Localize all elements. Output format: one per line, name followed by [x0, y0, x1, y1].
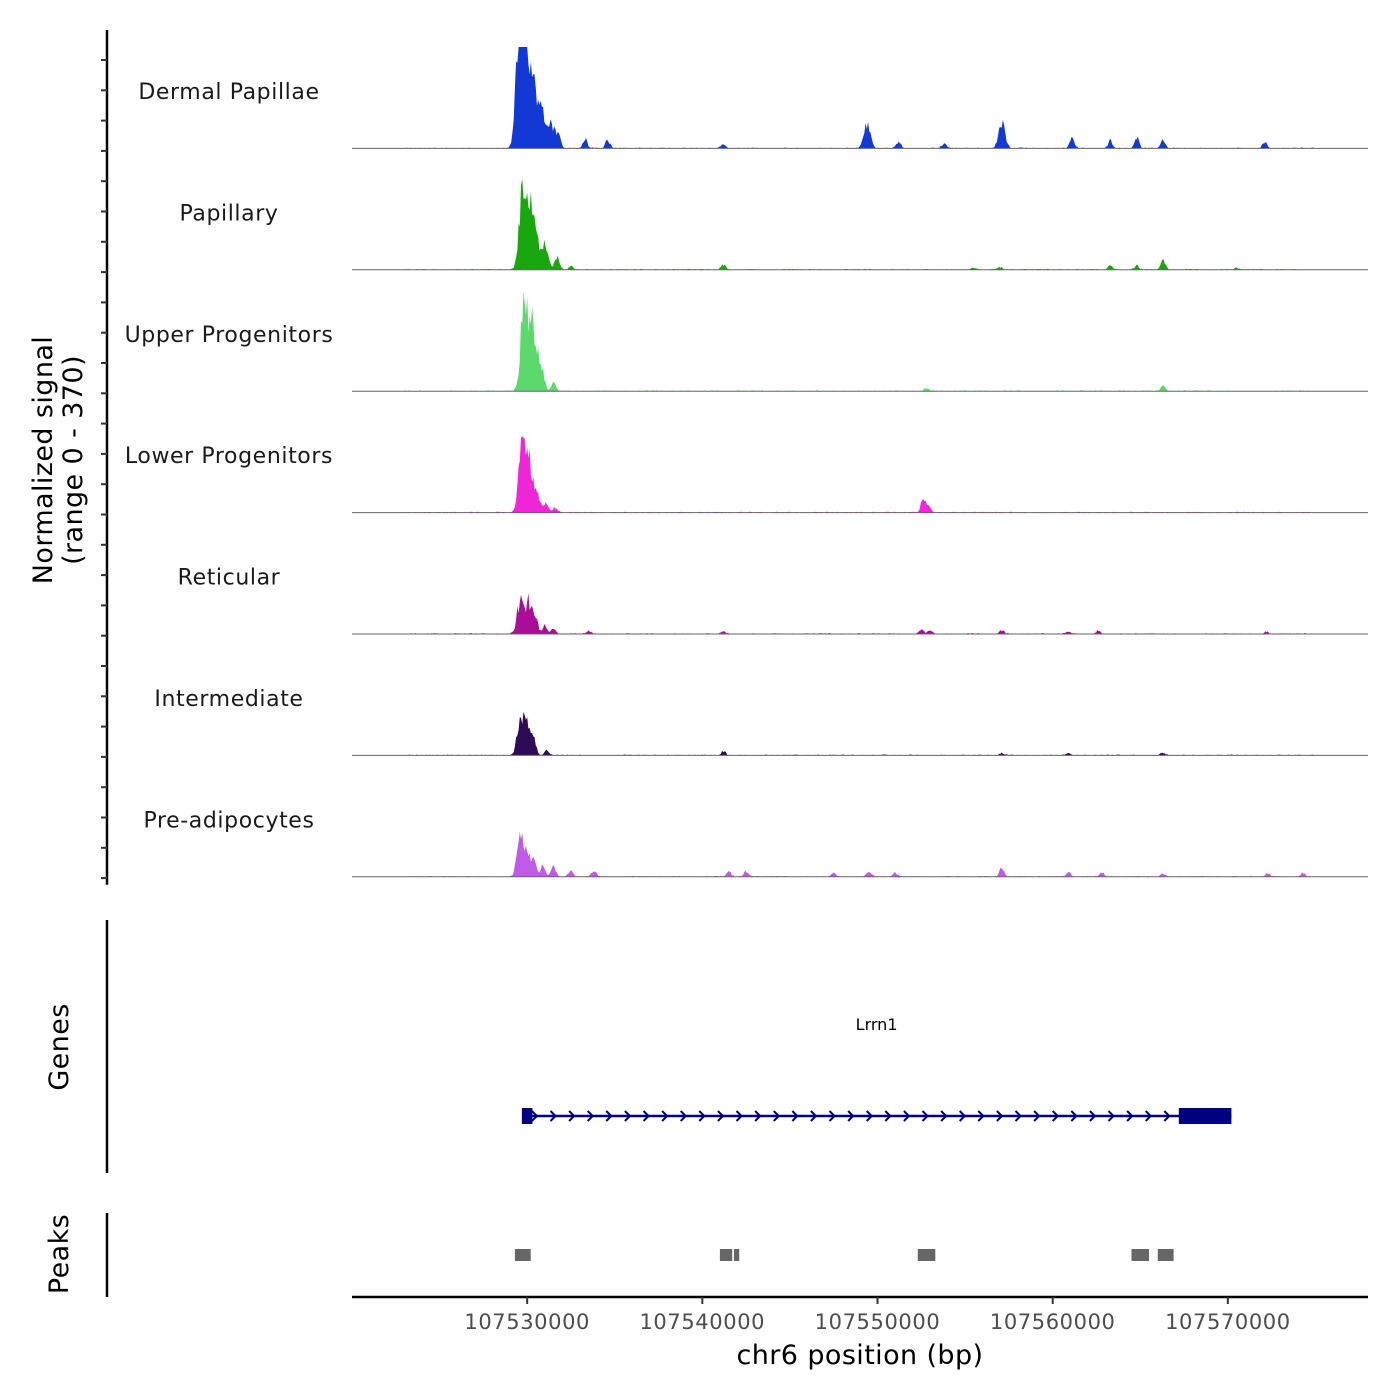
strand-arrow: [996, 1110, 1004, 1122]
track-label: Reticular: [178, 566, 281, 591]
track-label: Dermal Papillae: [138, 80, 319, 105]
strand-arrow: [1144, 1110, 1153, 1122]
strand-arrow: [1014, 1110, 1022, 1122]
strand-arrow: [1033, 1110, 1041, 1122]
track-pre-adipocytes: Pre-adipocytes: [143, 808, 1368, 878]
x-axis: 107530000 107540000 107550000 107560000 1075…: [352, 1295, 1368, 1371]
strand-arrow: [679, 1110, 688, 1122]
peaks-track: Peaks: [44, 1213, 1174, 1297]
strand-arrow: [1089, 1110, 1097, 1122]
genes-track-label: Genes: [44, 1003, 75, 1090]
signal-area: [404, 711, 1316, 756]
gene-exon: [521, 1108, 533, 1124]
signal-area: [404, 291, 1316, 392]
signal-area: [404, 436, 1316, 513]
y-axis-title: Normalized signal(range 0 - 370): [28, 336, 89, 584]
peak-region: [514, 1249, 531, 1261]
strand-arrow: [661, 1110, 669, 1122]
strand-arrow: [921, 1110, 929, 1122]
track-dermal-papillae: Dermal Papillae: [138, 47, 1368, 149]
peak-region: [1157, 1249, 1174, 1261]
strand-arrow: [940, 1110, 948, 1122]
strand-arrow: [865, 1110, 874, 1122]
strand-arrow: [605, 1110, 613, 1122]
track-intermediate: Intermediate: [154, 687, 1368, 756]
x-tick-label: 107530000: [464, 1310, 590, 1334]
x-axis-title: chr6 position (bp): [737, 1340, 984, 1371]
peak-region: [1131, 1249, 1149, 1261]
strand-arrow: [735, 1110, 743, 1122]
strand-arrow: [531, 1110, 539, 1122]
track-label: Lower Progenitors: [125, 444, 333, 469]
track-label: Intermediate: [154, 687, 303, 712]
strand-arrow: [977, 1110, 985, 1122]
track-lower-progenitors: Lower Progenitors: [125, 436, 1368, 514]
signal-area: [404, 831, 1316, 877]
track-papillary: Papillary: [179, 179, 1368, 271]
strand-arrow: [642, 1110, 650, 1122]
strand-arrow: [772, 1110, 781, 1122]
x-tick-label: 107540000: [639, 1310, 765, 1334]
signal-area: [404, 179, 1316, 270]
signal-area: [404, 593, 1316, 634]
strand-arrow: [549, 1110, 557, 1122]
x-tick-label: 107560000: [990, 1310, 1116, 1334]
track-upper-progenitors: Upper Progenitors: [125, 291, 1368, 392]
coverage-tracks: Dermal Papillae Papillary Upper Progenitor…: [125, 47, 1368, 878]
strand-arrow: [1070, 1110, 1078, 1122]
track-label: Pre-adipocytes: [143, 808, 314, 833]
track-label: Papillary: [179, 201, 278, 226]
peak-region: [719, 1249, 733, 1261]
x-tick-label: 107570000: [1165, 1310, 1291, 1334]
strand-arrow: [810, 1110, 818, 1122]
strand-arrow: [1163, 1110, 1171, 1122]
track-reticular: Reticular: [178, 566, 1368, 635]
strand-arrow: [717, 1110, 725, 1122]
strand-arrow: [791, 1110, 799, 1122]
peaks-track-label: Peaks: [44, 1214, 75, 1294]
gene-exon: [1178, 1108, 1232, 1124]
strand-arrow: [958, 1110, 967, 1122]
x-tick-label: 107550000: [815, 1310, 941, 1334]
strand-arrow: [1126, 1110, 1134, 1122]
y-axis-title-range: (range 0 - 370): [58, 355, 89, 565]
strand-arrow: [903, 1110, 911, 1122]
peak-region: [917, 1249, 936, 1261]
strand-arrow: [884, 1110, 892, 1122]
strand-arrow: [1051, 1110, 1060, 1122]
signal-area: [404, 47, 1316, 149]
gene-label: Lrrn1: [856, 1015, 898, 1034]
strand-arrow: [568, 1110, 576, 1122]
y-axis-group: Normalized signal(range 0 - 370): [28, 30, 109, 885]
genes-track: Genes Lrrn1: [44, 920, 1232, 1173]
y-axis-title-line1: Normalized signal: [28, 336, 59, 584]
strand-arrow: [624, 1110, 632, 1122]
strand-arrow: [698, 1110, 706, 1122]
strand-arrow: [828, 1110, 836, 1122]
strand-arrow: [1107, 1110, 1115, 1122]
strand-arrow: [754, 1110, 762, 1122]
strand-arrow: [586, 1110, 595, 1122]
peak-region: [733, 1249, 740, 1261]
strand-arrow: [847, 1110, 855, 1122]
track-label: Upper Progenitors: [125, 323, 334, 348]
